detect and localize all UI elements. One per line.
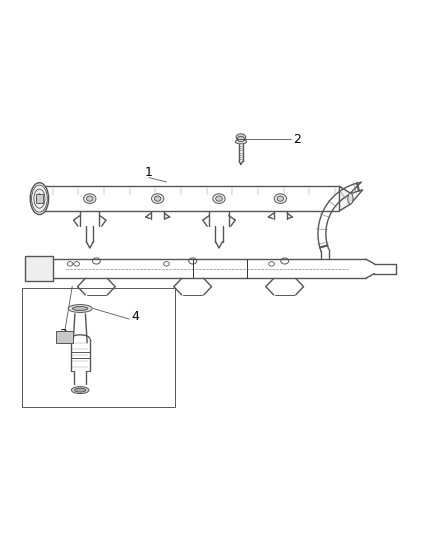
Ellipse shape [74,388,85,392]
Ellipse shape [277,196,284,201]
Ellipse shape [213,194,225,204]
Polygon shape [339,187,350,211]
Ellipse shape [86,196,93,201]
Bar [56,331,73,343]
Ellipse shape [152,194,164,204]
Text: 2: 2 [293,133,301,146]
Ellipse shape [236,134,246,141]
Text: 3: 3 [60,328,67,341]
Ellipse shape [215,196,222,201]
Ellipse shape [68,304,92,312]
Bar [22,288,175,407]
Ellipse shape [84,194,96,204]
Text: 4: 4 [131,310,139,324]
Ellipse shape [348,193,353,204]
Bar [25,256,53,281]
Ellipse shape [72,306,88,311]
Ellipse shape [274,194,286,204]
Ellipse shape [30,183,49,215]
Text: 1: 1 [145,166,153,179]
Bar [36,194,43,203]
Ellipse shape [71,386,89,393]
Ellipse shape [235,140,247,144]
Ellipse shape [154,196,161,201]
